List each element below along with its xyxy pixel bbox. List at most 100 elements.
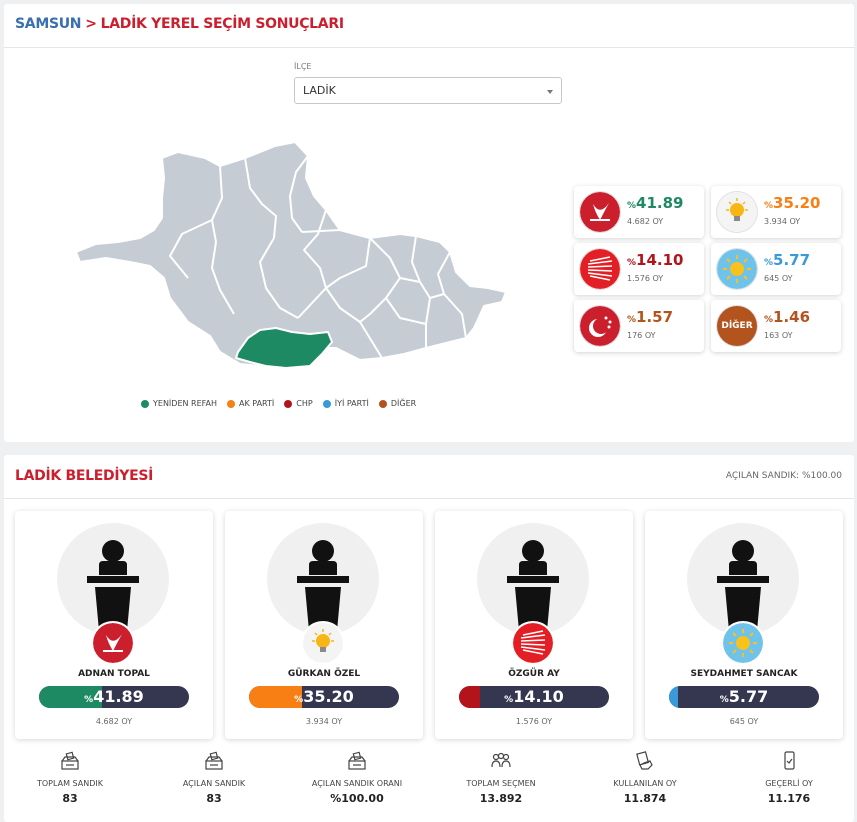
chevron-right-icon: > (85, 16, 97, 32)
party-votes: 163 OY (764, 331, 793, 340)
party-card-iyi-parti[interactable]: %5.77 645 OY (711, 243, 841, 295)
candidate-vote-bar-fill (39, 686, 102, 708)
party-card-ak-parti[interactable]: %35.20 3.934 OY (711, 186, 841, 238)
legend-item: CHP (284, 399, 313, 408)
phone-check-icon (778, 751, 800, 775)
legend-item: AK PARTİ (227, 399, 274, 408)
candidate-percentage: %5.77 (719, 687, 769, 706)
ballot-box-icon (59, 751, 81, 775)
stat-value: %100.00 (330, 792, 384, 805)
candidate-card-chp[interactable]: ÖZGÜR AY %14.10 1.576 OY (435, 511, 633, 739)
candidate-votes: 4.682 OY (95, 717, 133, 726)
stat-item: AÇILAN SANDIK ORANI %100.00 (291, 751, 423, 805)
party-percentage: %41.89 (627, 194, 684, 212)
district-map (75, 141, 507, 369)
stat-item: AÇILAN SANDIK 83 (148, 751, 280, 805)
stat-value: 83 (62, 792, 78, 805)
stat-item: TOPLAM SEÇMEN 13.892 (435, 751, 567, 805)
candidate-card-iyi-parti[interactable]: SEYDAHMET SANCAK %5.77 645 OY (645, 511, 843, 739)
breadcrumb-province-link[interactable]: SAMSUN (15, 16, 82, 32)
podium-speaker-icon (505, 540, 561, 631)
legend-label: DİĞER (390, 399, 417, 408)
stat-item: TOPLAM SANDIK 83 (4, 751, 136, 805)
candidate-name: ADNAN TOPAL (78, 669, 150, 679)
stat-label: TOPLAM SEÇMEN (466, 779, 536, 788)
chp-logo-icon (513, 623, 553, 663)
stat-value: 11.176 (767, 792, 811, 805)
yeniden-refah-logo-icon (580, 192, 620, 232)
municipality-title: LADİK BELEDİYESİ (15, 468, 154, 484)
legend-item: İYİ PARTİ (322, 399, 369, 408)
diger-logo-text: DİĞER (721, 321, 753, 331)
iyi-parti-sun-icon (717, 249, 757, 289)
legend-label: AK PARTİ (239, 399, 275, 408)
municipality-header: LADİK BELEDİYESİ AÇILAN SANDIK: %100.00 (4, 455, 854, 499)
ballot-box-icon (203, 751, 225, 775)
district-select-label: İLÇE (294, 62, 312, 71)
candidate-votes: 1.576 OY (515, 717, 553, 726)
party-percentage: %35.20 (764, 194, 821, 212)
party-votes: 1.576 OY (627, 274, 664, 283)
party-percentage: %14.10 (627, 251, 684, 269)
legend-dot-icon (322, 399, 331, 408)
legend-item: YENİDEN REFAH (141, 399, 217, 408)
podium-speaker-icon (85, 540, 141, 631)
legend-label: İYİ PARTİ (334, 399, 369, 408)
stat-label: TOPLAM SANDIK (36, 779, 103, 788)
stat-value: 13.892 (479, 792, 523, 805)
party-percentage: %5.77 (764, 251, 811, 269)
legend-dot-icon (227, 399, 235, 408)
stat-label: AÇILAN SANDIK (182, 779, 246, 788)
candidate-vote-bar: %41.89 (39, 686, 189, 708)
map-panel: SAMSUN > LADİK YEREL SEÇİM SONUÇLARI İLÇE … (4, 4, 854, 442)
legend-dot-icon (378, 399, 387, 408)
legend-dot-icon (284, 399, 293, 408)
party-card-chp[interactable]: %14.10 1.576 OY (574, 243, 704, 295)
candidate-card-ak-parti[interactable]: GÜRKAN ÖZEL %35.20 3.934 OY (225, 511, 423, 739)
party-card-yeniden-refah[interactable]: %41.89 4.682 OY (574, 186, 704, 238)
district-select-value: LADİK (303, 84, 336, 97)
candidate-name: GÜRKAN ÖZEL (287, 669, 361, 679)
chevron-down-icon (547, 90, 553, 94)
legend-label: CHP (296, 399, 313, 408)
map-region[interactable] (75, 141, 507, 369)
candidate-vote-bar: %5.77 (669, 686, 819, 708)
party-card-diger[interactable]: DİĞER %1.46 163 OY (711, 300, 841, 352)
district-select[interactable]: LADİK (294, 77, 562, 104)
chp-six-arrows-icon (580, 249, 620, 289)
candidate-card-yeniden-refah[interactable]: ADNAN TOPAL %41.89 4.682 OY (15, 511, 213, 739)
stat-value: 11.874 (623, 792, 667, 805)
municipality-panel: LADİK BELEDİYESİ AÇILAN SANDIK: %100.00 … (4, 455, 854, 822)
party-votes: 4.682 OY (627, 217, 664, 226)
candidate-vote-bar: %14.10 (459, 686, 609, 708)
map-region-ladik[interactable] (235, 327, 333, 369)
candidate-vote-bar-fill (249, 686, 302, 708)
stat-label: GEÇERLİ OY (765, 779, 813, 788)
podium-speaker-icon (715, 540, 771, 631)
candidate-vote-bar-fill (459, 686, 481, 708)
party-votes: 3.934 OY (764, 217, 801, 226)
party-percentage: %1.57 (627, 308, 674, 326)
candidate-votes: 3.934 OY (305, 717, 343, 726)
breadcrumb: SAMSUN > LADİK YEREL SEÇİM SONUÇLARI (15, 16, 344, 32)
ballot-box-icon (346, 751, 368, 775)
party-votes: 645 OY (764, 274, 793, 283)
map-legend: YENİDEN REFAH AK PARTİ CHP İYİ PARTİ DİĞER (141, 399, 416, 408)
page-title: LADİK YEREL SEÇİM SONUÇLARI (100, 16, 344, 32)
yeniden-refah-logo-icon (93, 623, 133, 663)
candidate-votes: 645 OY (729, 717, 759, 726)
party-card-saadet[interactable]: %1.57 176 OY (574, 300, 704, 352)
candidate-vote-bar: %35.20 (249, 686, 399, 708)
stat-label: KULLANILAN OY (613, 779, 677, 788)
diger-logo-icon: DİĞER (717, 306, 757, 346)
stat-item: GEÇERLİ OY 11.176 (723, 751, 855, 805)
legend-label: YENİDEN REFAH (153, 399, 217, 408)
saadet-crescent-icon (580, 306, 620, 346)
legend-item: DİĞER (378, 399, 417, 408)
candidate-percentage: %35.20 (294, 687, 354, 706)
candidate-vote-bar-fill (669, 686, 678, 708)
podium-speaker-icon (295, 540, 351, 631)
candidate-percentage: %14.10 (504, 687, 564, 706)
vote-hand-icon (634, 751, 656, 775)
ak-parti-bulb-icon (717, 192, 757, 232)
